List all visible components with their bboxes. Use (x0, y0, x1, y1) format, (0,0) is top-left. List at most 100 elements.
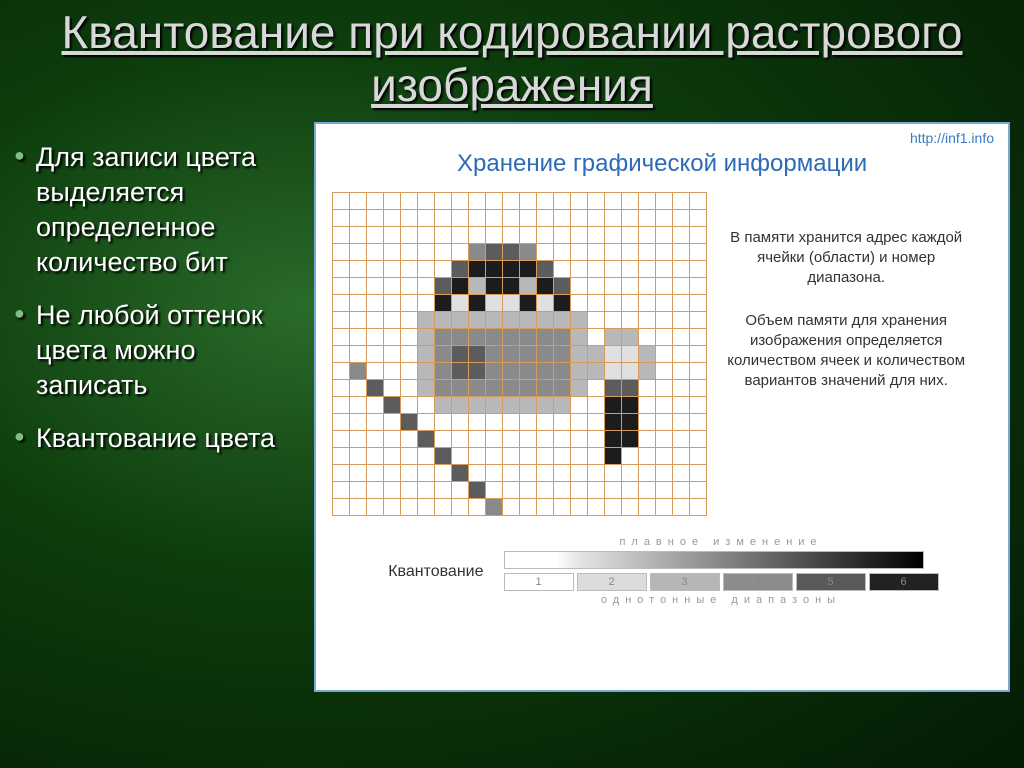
pixel-cell (333, 464, 350, 481)
pixel-cell (571, 413, 588, 430)
pixel-cell (367, 430, 384, 447)
pixel-cell (673, 447, 690, 464)
pixel-cell (520, 447, 537, 464)
pixel-cell (639, 192, 656, 209)
pixel-cell (656, 430, 673, 447)
pixel-cell (690, 430, 707, 447)
pixel-cell (571, 226, 588, 243)
pixel-cell (486, 396, 503, 413)
pixel-cell (605, 260, 622, 277)
pixel-cell (520, 379, 537, 396)
pixel-cell (520, 430, 537, 447)
pixel-cell (435, 192, 452, 209)
pixel-cell (554, 447, 571, 464)
pixel-cell (384, 192, 401, 209)
pixel-cell (367, 260, 384, 277)
pixel-grid-wrap (328, 192, 707, 516)
pixel-cell (537, 447, 554, 464)
pixel-cell (469, 430, 486, 447)
pixel-cell (384, 226, 401, 243)
pixel-cell (333, 328, 350, 345)
pixel-cell (469, 328, 486, 345)
pixel-cell (673, 260, 690, 277)
pixel-cell (673, 481, 690, 498)
pixel-cell (656, 243, 673, 260)
pixel-cell (418, 498, 435, 515)
slide-title: Квантование при кодировании растрового и… (0, 0, 1024, 122)
pixel-cell (656, 447, 673, 464)
pixel-cell (588, 362, 605, 379)
pixel-cell (469, 413, 486, 430)
pixel-cell (384, 362, 401, 379)
pixel-cell (673, 413, 690, 430)
pixel-cell (554, 328, 571, 345)
pixel-cell (333, 209, 350, 226)
pixel-cell (639, 464, 656, 481)
pixel-cell (656, 226, 673, 243)
pixel-cell (350, 430, 367, 447)
pixel-cell (367, 345, 384, 362)
pixel-cell (639, 226, 656, 243)
pixel-cell (486, 345, 503, 362)
pixel-cell (367, 481, 384, 498)
pixel-cell (367, 328, 384, 345)
pixel-cell (503, 328, 520, 345)
pixel-cell (571, 192, 588, 209)
pixel-cell (486, 260, 503, 277)
pixel-cell (622, 277, 639, 294)
pixel-cell (350, 209, 367, 226)
pixel-cell (639, 362, 656, 379)
pixel-cell (384, 430, 401, 447)
pixel-cell (333, 311, 350, 328)
pixel-cell (333, 277, 350, 294)
pixel-cell (367, 413, 384, 430)
pixel-cell (622, 362, 639, 379)
pixel-cell (384, 277, 401, 294)
pixel-cell (333, 192, 350, 209)
content-row: Для записи цвета выделяется определенное… (0, 122, 1024, 692)
pixel-cell (520, 311, 537, 328)
pixel-cell (367, 362, 384, 379)
pixel-cell (656, 345, 673, 362)
source-link[interactable]: http://inf1.info (910, 130, 994, 146)
pixel-cell (622, 243, 639, 260)
pixel-cell (367, 192, 384, 209)
pixel-cell (333, 498, 350, 515)
quant-step: 2 (577, 573, 647, 591)
pixel-cell (452, 362, 469, 379)
pixel-cell (401, 192, 418, 209)
pixel-cell (350, 379, 367, 396)
pixel-cell (503, 396, 520, 413)
pixel-cell (571, 379, 588, 396)
pixel-cell (452, 481, 469, 498)
pixel-cell (656, 413, 673, 430)
pixel-cell (350, 396, 367, 413)
pixel-cell (401, 447, 418, 464)
pixel-cell (588, 447, 605, 464)
pixel-cell (554, 362, 571, 379)
pixel-cell (571, 362, 588, 379)
pixel-cell (520, 481, 537, 498)
pixel-cell (588, 243, 605, 260)
pixel-cell (537, 209, 554, 226)
pixel-cell (435, 260, 452, 277)
pixel-cell (367, 277, 384, 294)
pixel-cell (639, 328, 656, 345)
pixel-cell (673, 498, 690, 515)
pixel-cell (452, 294, 469, 311)
pixel-cell (486, 192, 503, 209)
pixel-cell (673, 379, 690, 396)
pixel-cell (537, 396, 554, 413)
pixel-cell (673, 328, 690, 345)
pixel-cell (554, 277, 571, 294)
pixel-cell (367, 311, 384, 328)
pixel-cell (571, 260, 588, 277)
pixel-cell (520, 345, 537, 362)
pixel-cell (333, 294, 350, 311)
pixel-cell (639, 277, 656, 294)
pixel-cell (622, 192, 639, 209)
pixel-cell (690, 345, 707, 362)
pixel-cell (418, 430, 435, 447)
pixel-cell (622, 464, 639, 481)
pixel-cell (588, 345, 605, 362)
